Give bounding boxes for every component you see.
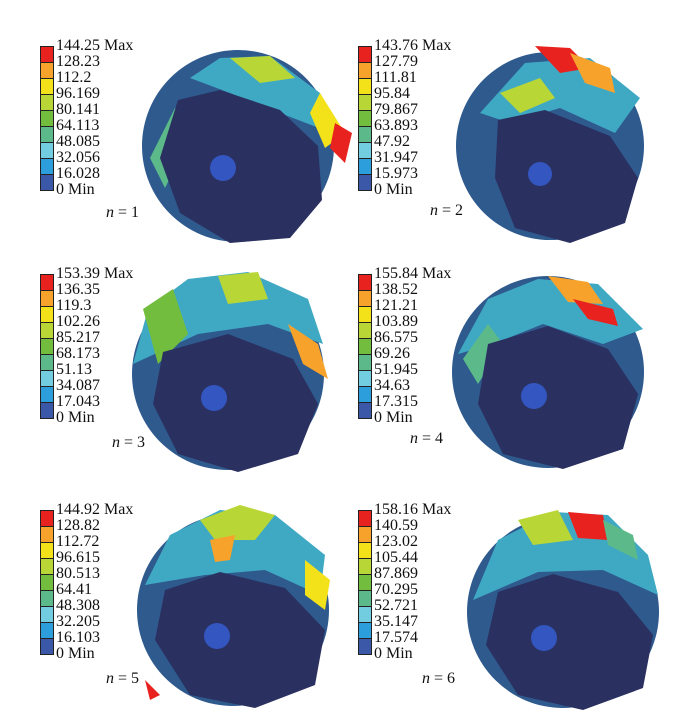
color-legend: 158.16 Max 140.59 123.02 105.44 87.869 7…: [358, 502, 518, 662]
legend-colorbar: [358, 274, 372, 419]
legend-tick: 96.615: [56, 549, 100, 566]
legend-tick: 64.113: [56, 117, 100, 134]
legend-tick: 153.39 Max: [56, 265, 134, 282]
legend-tick: 68.173: [56, 345, 100, 362]
legend-colorbar: [358, 46, 372, 191]
legend-tick: 34.087: [56, 377, 100, 394]
legend-tick: 119.3: [56, 297, 92, 314]
n-label: n = 5: [106, 670, 140, 687]
n-label: n = 2: [430, 202, 464, 219]
legend-tick: 140.59: [374, 517, 418, 534]
legend-tick: 0 Min: [56, 409, 95, 426]
stress-model: [467, 510, 659, 710]
legend-tick: 0 Min: [374, 645, 413, 662]
legend-tick: 51.13: [56, 361, 92, 378]
legend-tick: 69.26: [374, 345, 410, 362]
legend-tick: 47.92: [374, 133, 410, 150]
legend-tick: 85.217: [56, 329, 100, 346]
legend-tick: 32.056: [56, 149, 100, 166]
panel-n5: 144.92 Max 128.82 112.72 96.615 80.513 6…: [0, 464, 340, 708]
panel-n3: 153.39 Max 136.35 119.3 102.26 85.217 68…: [0, 228, 340, 472]
legend-tick: 70.295: [374, 581, 418, 598]
color-legend: 143.76 Max 127.79 111.81 95.84 79.867 63…: [358, 38, 518, 198]
legend-tick: 112.72: [56, 533, 100, 550]
legend-tick: 79.867: [374, 101, 418, 118]
n-label: n = 3: [112, 434, 146, 451]
legend-tick: 111.81: [374, 69, 417, 86]
legend-tick: 17.043: [56, 393, 100, 410]
color-legend: 144.25 Max 128.23 112.2 96.169 80.141 64…: [40, 38, 200, 198]
legend-tick: 52.721: [374, 597, 418, 614]
legend-tick: 48.085: [56, 133, 100, 150]
legend-tick: 0 Min: [56, 181, 95, 198]
panel-n1: 144.25 Max 128.23 112.2 96.169 80.141 64…: [0, 0, 352, 243]
legend-tick: 0 Min: [56, 645, 95, 662]
legend-tick: 86.575: [374, 329, 418, 346]
legend-tick: 105.44: [374, 549, 418, 566]
legend-tick: 143.76 Max: [374, 37, 452, 54]
legend-tick: 158.16 Max: [374, 501, 452, 518]
legend-colorbar: [358, 510, 372, 655]
n-label: n = 1: [106, 204, 140, 221]
legend-colorbar: [40, 46, 54, 191]
n-label: n = 6: [422, 670, 456, 687]
stress-model: [456, 46, 644, 243]
legend-colorbar: [40, 274, 54, 419]
legend-tick: 35.147: [374, 613, 418, 630]
legend-tick: 80.141: [56, 101, 100, 118]
legend-tick: 138.52: [374, 281, 418, 298]
legend-tick: 0 Min: [374, 181, 413, 198]
legend-tick: 17.315: [374, 393, 418, 410]
legend-tick: 31.947: [374, 149, 418, 166]
legend-tick: 128.23: [56, 53, 100, 70]
legend-tick: 144.25 Max: [56, 37, 134, 54]
n-label: n = 4: [410, 430, 444, 447]
panel-n2: 143.76 Max 127.79 111.81 95.84 79.867 63…: [318, 0, 658, 243]
legend-tick: 112.2: [56, 69, 92, 86]
legend-tick: 127.79: [374, 53, 418, 70]
legend-tick: 103.89: [374, 313, 418, 330]
legend-tick: 63.893: [374, 117, 418, 134]
legend-tick: 123.02: [374, 533, 418, 550]
legend-tick: 0 Min: [374, 409, 413, 426]
legend-tick: 34.63: [374, 377, 410, 394]
legend-tick: 80.513: [56, 565, 100, 582]
legend-tick: 16.103: [56, 629, 100, 646]
stress-model: [142, 50, 352, 243]
legend-tick: 128.82: [56, 517, 100, 534]
legend-tick: 95.84: [374, 85, 410, 102]
legend-tick: 32.205: [56, 613, 100, 630]
legend-tick: 102.26: [56, 313, 100, 330]
panel-n6: 158.16 Max 140.59 123.02 105.44 87.869 7…: [318, 464, 659, 710]
color-legend: 144.92 Max 128.82 112.72 96.615 80.513 6…: [40, 502, 200, 662]
legend-tick: 48.308: [56, 597, 100, 614]
legend-tick: 121.21: [374, 297, 418, 314]
stress-model: [452, 276, 644, 469]
legend-tick: 144.92 Max: [56, 501, 134, 518]
color-legend: 153.39 Max 136.35 119.3 102.26 85.217 68…: [40, 266, 200, 426]
legend-tick: 16.028: [56, 165, 100, 182]
legend-tick: 96.169: [56, 85, 100, 102]
legend-tick: 155.84 Max: [374, 265, 452, 282]
legend-tick: 15.973: [374, 165, 418, 182]
stress-model: [132, 272, 328, 472]
legend-tick: 17.574: [374, 629, 418, 646]
legend-tick: 87.869: [374, 565, 418, 582]
legend-tick: 51.945: [374, 361, 418, 378]
stress-model: [137, 505, 330, 708]
legend-colorbar: [40, 510, 54, 655]
color-legend: 155.84 Max 138.52 121.21 103.89 86.575 6…: [358, 266, 518, 426]
legend-tick: 136.35: [56, 281, 100, 298]
legend-tick: 64.41: [56, 581, 92, 598]
panel-n4: 155.84 Max 138.52 121.21 103.89 86.575 6…: [318, 228, 658, 469]
